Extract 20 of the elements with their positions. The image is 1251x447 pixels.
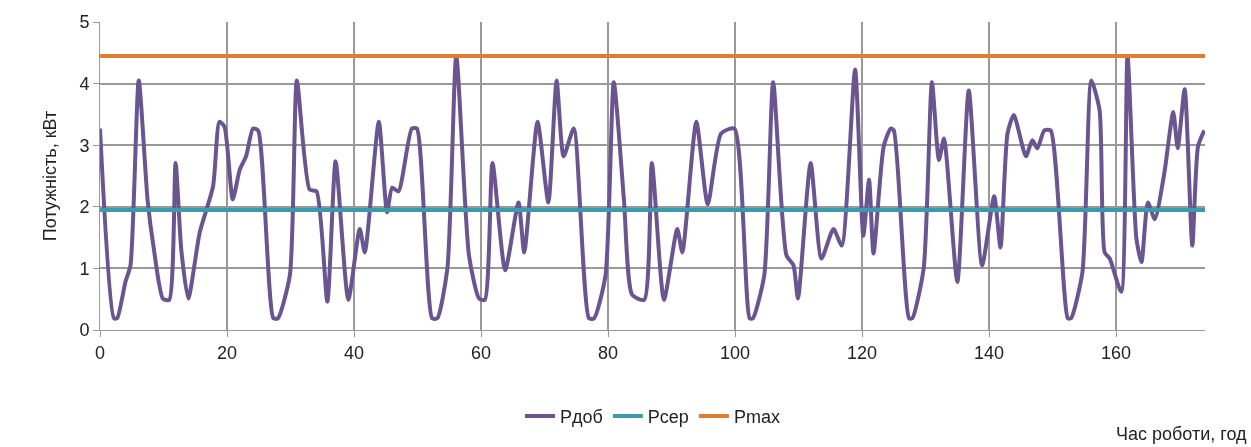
legend-label: Pсер bbox=[647, 406, 689, 427]
x-tick-label: 0 bbox=[94, 342, 106, 363]
y-tick-label: 3 bbox=[79, 135, 90, 156]
x-tick-label: 80 bbox=[598, 342, 619, 363]
x-tick-label: 160 bbox=[1101, 342, 1132, 363]
x-tick-label: 60 bbox=[471, 342, 492, 363]
x-tick-label: 140 bbox=[974, 342, 1005, 363]
y-tick-label: 4 bbox=[79, 73, 90, 94]
x-tick-label: 120 bbox=[847, 342, 878, 363]
y-tick-label: 1 bbox=[79, 258, 90, 279]
y-tick-label: 0 bbox=[79, 320, 90, 341]
x-tick-label: 40 bbox=[344, 342, 365, 363]
y-tick-label: 5 bbox=[79, 12, 90, 33]
x-axis-title: Час роботи, год bbox=[1116, 424, 1248, 444]
y-axis-title: Потужність, кВт bbox=[39, 110, 60, 242]
x-tick-label: 20 bbox=[216, 342, 238, 363]
legend-label: Pmax bbox=[733, 406, 780, 427]
legend-label: Pдоб bbox=[560, 406, 603, 427]
x-tick-label: 100 bbox=[720, 342, 751, 363]
y-tick-label: 2 bbox=[79, 197, 90, 218]
